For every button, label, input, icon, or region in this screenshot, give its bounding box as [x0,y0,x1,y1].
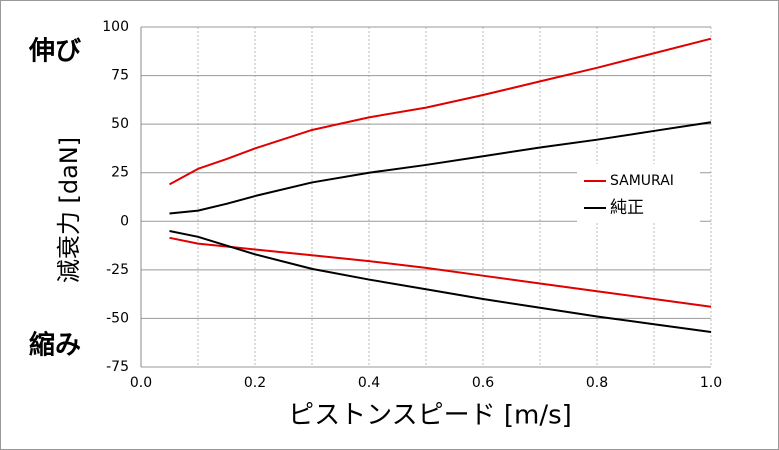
annotation: 縮み [29,330,81,361]
y-tick-label: -50 [106,310,129,326]
y-tick-label: 50 [111,116,129,132]
y-tick-label: 0 [120,213,129,229]
legend-box [577,164,700,222]
x-axis-label: ピストンスピード [m/s] [288,401,572,431]
x-tick-label: 0.0 [130,375,152,391]
x-tick-label: 0.2 [244,375,266,391]
series-line [169,121,712,215]
x-tick-label: 0.4 [358,375,380,391]
y-axis-label: 減衰力 [daN] [55,137,83,283]
legend-label: 純正 [610,198,644,218]
y-tick-label: 100 [102,19,129,35]
x-tick-label: 0.6 [472,375,494,391]
y-tick-label: 25 [111,165,129,181]
x-tick-label: 0.8 [586,375,608,391]
series-line [169,37,712,186]
legend-label: SAMURAI [610,173,674,189]
annotation: 伸び [28,37,81,67]
y-tick-label: -25 [106,262,129,278]
series-line [169,230,712,334]
y-tick-label: 75 [111,68,129,84]
x-tick-label: 1.0 [700,375,722,391]
series-line [169,236,712,308]
y-tick-label: -75 [106,359,129,375]
